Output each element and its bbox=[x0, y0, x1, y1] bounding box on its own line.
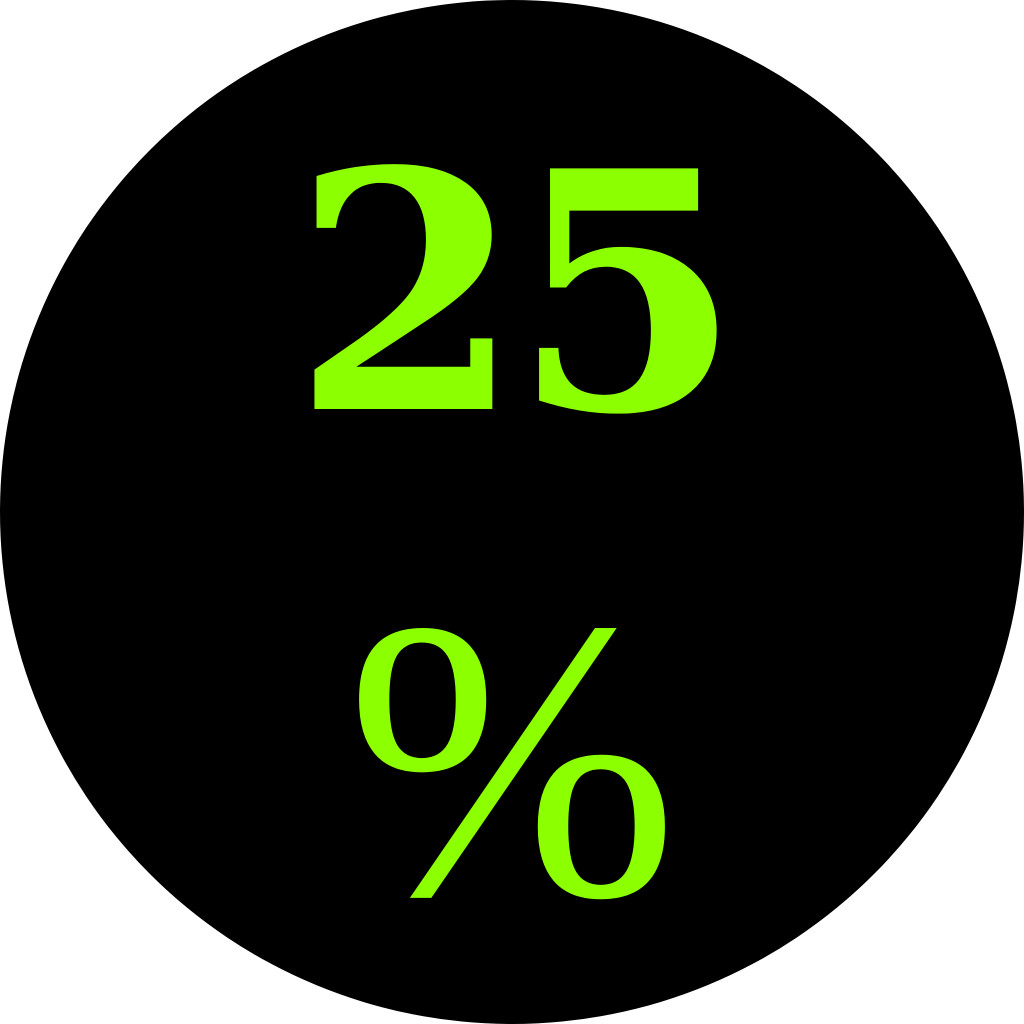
badge-value: 25 bbox=[292, 99, 741, 487]
percent-sign: % bbox=[345, 538, 679, 981]
